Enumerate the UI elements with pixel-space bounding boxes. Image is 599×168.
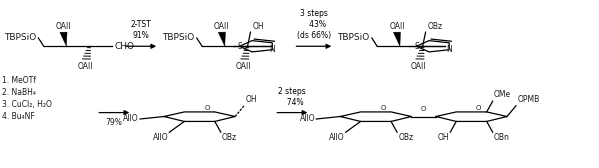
- Text: OBz: OBz: [222, 133, 237, 142]
- Text: 1. MeOTf
2. NaBH₄
3. CuCl₂, H₂O
4. Bu₄NF: 1. MeOTf 2. NaBH₄ 3. CuCl₂, H₂O 4. Bu₄NF: [2, 76, 52, 120]
- Text: OAll: OAll: [411, 62, 426, 71]
- Text: O: O: [421, 106, 426, 112]
- Text: S: S: [414, 42, 419, 51]
- Text: 2-TST
91%: 2-TST 91%: [131, 20, 152, 40]
- Text: OAll: OAll: [77, 62, 93, 71]
- Text: TBPSiO: TBPSiO: [4, 33, 36, 43]
- Text: N: N: [270, 45, 275, 54]
- Text: OBz: OBz: [428, 22, 443, 31]
- Text: OH: OH: [437, 133, 449, 142]
- Text: N: N: [446, 45, 452, 54]
- Text: O: O: [204, 106, 210, 111]
- Text: AllO: AllO: [153, 133, 168, 142]
- Text: CHO: CHO: [115, 42, 135, 51]
- Polygon shape: [60, 32, 67, 46]
- Polygon shape: [218, 32, 225, 46]
- Text: S: S: [237, 42, 242, 51]
- Text: AllO: AllO: [300, 115, 315, 123]
- Text: AllO: AllO: [329, 133, 344, 142]
- Text: OAll: OAll: [235, 62, 251, 71]
- Text: O: O: [476, 106, 482, 111]
- Text: OBn: OBn: [494, 133, 510, 142]
- Text: OAll: OAll: [389, 22, 405, 31]
- Text: 2 steps
  74%: 2 steps 74%: [279, 87, 306, 107]
- Text: OH: OH: [245, 95, 257, 104]
- Text: *: *: [242, 47, 247, 56]
- Text: 3 steps
   43%
(ds 66%): 3 steps 43% (ds 66%): [297, 9, 331, 40]
- Text: TBPSiO: TBPSiO: [162, 33, 194, 43]
- Text: AllO: AllO: [123, 115, 139, 123]
- Polygon shape: [394, 32, 401, 46]
- Text: OAll: OAll: [56, 22, 71, 31]
- Text: OH: OH: [252, 22, 264, 31]
- Text: 79%: 79%: [106, 118, 123, 127]
- Text: OBz: OBz: [398, 133, 413, 142]
- Text: O: O: [380, 106, 386, 111]
- Text: OAll: OAll: [214, 22, 229, 31]
- Text: OPMB: OPMB: [517, 95, 540, 104]
- Text: TBPSiO: TBPSiO: [337, 33, 370, 43]
- Text: OMe: OMe: [494, 91, 511, 99]
